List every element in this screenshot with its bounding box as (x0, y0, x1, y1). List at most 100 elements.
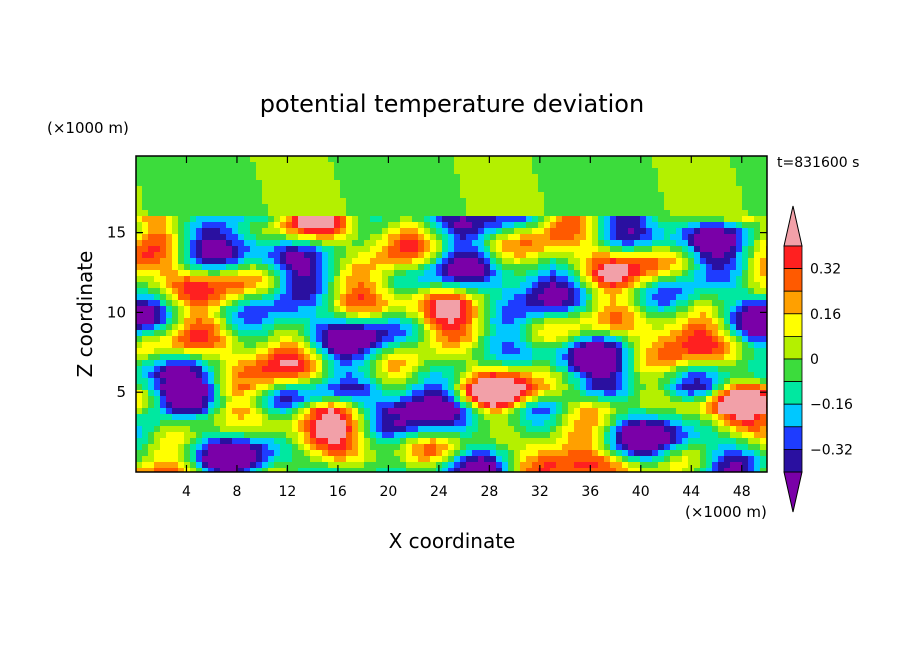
field-cell (160, 168, 167, 175)
field-cell (148, 408, 155, 415)
field-cell (760, 288, 767, 295)
field-cell (244, 354, 251, 361)
field-cell (688, 342, 695, 349)
field-cell (208, 408, 215, 415)
field-cell (742, 426, 749, 433)
field-cell (358, 282, 365, 289)
field-cell (382, 168, 389, 175)
field-cell (730, 180, 737, 187)
field-cell (418, 234, 425, 241)
field-cell (526, 294, 533, 301)
field-cell (550, 210, 557, 217)
field-cell (742, 414, 749, 421)
field-cell (400, 234, 407, 241)
field-cell (640, 324, 647, 331)
field-cell (634, 384, 641, 391)
field-cell (466, 168, 473, 175)
field-cell (208, 246, 215, 253)
field-cell (154, 360, 161, 367)
field-cell (154, 330, 161, 337)
field-cell (490, 216, 497, 223)
field-cell (208, 420, 215, 427)
field-cell (634, 168, 641, 175)
field-cell (142, 162, 149, 169)
field-cell (256, 372, 263, 379)
field-cell (472, 330, 479, 337)
field-cell (256, 204, 263, 211)
field-cell (610, 258, 617, 265)
field-cell (418, 246, 425, 253)
field-cell (286, 174, 293, 181)
field-cell (136, 390, 143, 397)
field-cell (160, 402, 167, 409)
field-cell (520, 264, 527, 271)
field-cell (340, 192, 347, 199)
field-cell (244, 372, 251, 379)
field-cell (628, 426, 635, 433)
field-cell (268, 282, 275, 289)
field-cell (394, 384, 401, 391)
field-cell (700, 366, 707, 373)
field-cell (328, 408, 335, 415)
field-cell (520, 330, 527, 337)
field-cell (286, 276, 293, 283)
field-cell (688, 234, 695, 241)
field-cell (322, 348, 329, 355)
field-cell (688, 366, 695, 373)
field-cell (574, 276, 581, 283)
field-cell (706, 198, 713, 205)
field-cell (244, 234, 251, 241)
field-cell (154, 264, 161, 271)
field-cell (202, 288, 209, 295)
field-cell (388, 246, 395, 253)
field-cell (520, 336, 527, 343)
field-cell (370, 294, 377, 301)
field-cell (736, 372, 743, 379)
field-cell (598, 282, 605, 289)
field-cell (268, 198, 275, 205)
field-cell (544, 426, 551, 433)
field-cell (616, 360, 623, 367)
field-cell (262, 372, 269, 379)
field-cell (184, 234, 191, 241)
field-cell (550, 384, 557, 391)
field-cell (346, 186, 353, 193)
field-cell (490, 204, 497, 211)
field-cell (172, 402, 179, 409)
field-cell (430, 402, 437, 409)
field-cell (346, 366, 353, 373)
field-cell (172, 318, 179, 325)
field-cell (316, 342, 323, 349)
field-cell (730, 306, 737, 313)
field-cell (700, 210, 707, 217)
field-cell (682, 270, 689, 277)
field-cell (268, 258, 275, 265)
field-cell (418, 324, 425, 331)
field-cell (718, 216, 725, 223)
field-cell (502, 366, 509, 373)
field-cell (352, 348, 359, 355)
field-cell (550, 402, 557, 409)
field-cell (352, 282, 359, 289)
field-cell (256, 348, 263, 355)
field-cell (538, 204, 545, 211)
field-cell (754, 360, 761, 367)
field-cell (658, 204, 665, 211)
field-cell (214, 312, 221, 319)
field-cell (466, 384, 473, 391)
field-cell (196, 252, 203, 259)
field-cell (256, 384, 263, 391)
field-cell (658, 390, 665, 397)
field-cell (142, 192, 149, 199)
field-cell (610, 180, 617, 187)
field-cell (136, 174, 143, 181)
field-cell (148, 234, 155, 241)
field-cell (634, 162, 641, 169)
field-cell (586, 186, 593, 193)
field-cell (544, 378, 551, 385)
field-cell (580, 270, 587, 277)
field-cell (172, 372, 179, 379)
field-cell (214, 264, 221, 271)
field-cell (754, 264, 761, 271)
field-cell (310, 276, 317, 283)
